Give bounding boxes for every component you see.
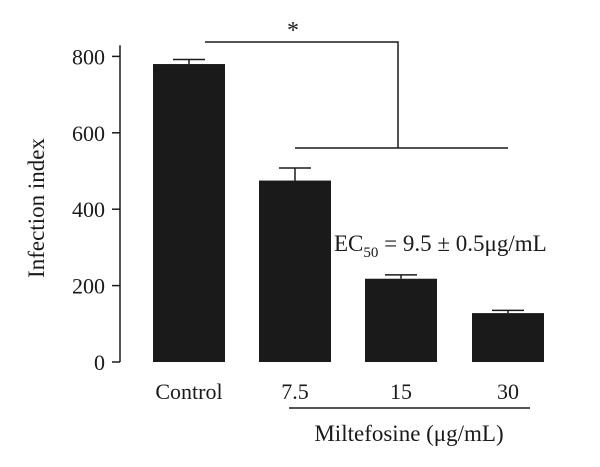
y-tick-label: 200	[72, 274, 105, 299]
x-tick-label: 7.5	[281, 379, 309, 404]
bar	[472, 313, 544, 362]
error-bars	[173, 58, 524, 314]
x-axis: Control 7.5 15 30	[155, 379, 519, 404]
bar	[259, 180, 331, 362]
y-tick-label: 600	[72, 121, 105, 146]
x-tick-label: Control	[155, 379, 222, 404]
bracket-line	[205, 41, 399, 148]
x-axis-label: Miltefosine (μg/mL)	[314, 421, 503, 446]
bar	[153, 64, 225, 362]
ec50-annotation: EC50 = 9.5 ± 0.5μg/mL	[334, 231, 547, 261]
y-tick-label: 800	[72, 44, 105, 69]
bar	[365, 278, 437, 362]
y-axis: 0 200 400 600 800	[72, 44, 121, 375]
significance-bracket: *	[205, 18, 508, 149]
ec50-subscript: 50	[363, 245, 378, 261]
x-tick-label: 30	[497, 379, 519, 404]
significance-star: *	[287, 18, 299, 44]
y-tick-label: 0	[94, 350, 105, 375]
y-axis-label: Infection index	[24, 138, 49, 278]
ec50-value: = 9.5 ± 0.5μg/mL	[378, 231, 546, 256]
y-tick-label: 400	[72, 197, 105, 222]
x-tick-label: 15	[390, 379, 412, 404]
ec50-prefix: EC	[334, 231, 363, 256]
bars	[153, 64, 544, 362]
